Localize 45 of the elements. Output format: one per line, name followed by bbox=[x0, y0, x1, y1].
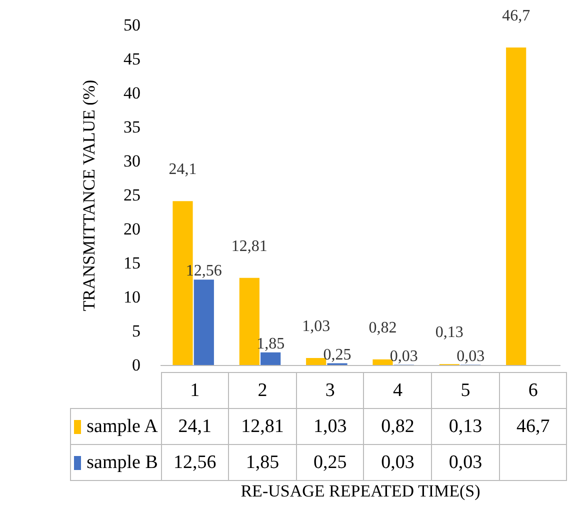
x-tick-label: 3 bbox=[296, 372, 364, 408]
bar bbox=[239, 278, 260, 365]
y-tick-label: 30 bbox=[124, 152, 140, 170]
y-tick-label: 40 bbox=[124, 84, 140, 102]
y-axis-title: TRANSMITTANCE VALUE (%) bbox=[80, 80, 98, 312]
text: 1,03 bbox=[302, 318, 330, 335]
data-label: 12,56 bbox=[161, 444, 229, 480]
text: 12,81 bbox=[231, 238, 268, 255]
text: 0,03 bbox=[390, 348, 418, 365]
data-label: 1,85 bbox=[228, 444, 296, 480]
x-tick-label: 6 bbox=[499, 372, 567, 408]
y-tick-label: 15 bbox=[124, 254, 140, 272]
data-label: 46,7 bbox=[499, 408, 567, 444]
x-tick-label: 5 bbox=[432, 372, 500, 408]
text: 46,7 bbox=[502, 7, 530, 24]
y-tick-label: 10 bbox=[124, 288, 140, 306]
y-tick-label: 20 bbox=[124, 220, 140, 238]
y-tick-label: 5 bbox=[132, 322, 140, 340]
data-label: 24,1 bbox=[161, 408, 229, 444]
data-label: 0,13 bbox=[432, 408, 500, 444]
legend-label: sample A bbox=[70, 408, 161, 444]
bar bbox=[506, 47, 526, 365]
x-axis-title: RE-USAGE REPEATED TIME(S) bbox=[240, 482, 480, 500]
x-tick-label: 2 bbox=[228, 372, 296, 408]
text: 0,13 bbox=[435, 324, 464, 342]
y-tick-label: 45 bbox=[124, 50, 140, 68]
y-tick-label: 50 bbox=[124, 16, 140, 34]
text: 24,1 bbox=[168, 161, 197, 178]
legend-label: sample B bbox=[70, 444, 161, 480]
bar bbox=[194, 280, 214, 365]
y-tick-label: 0 bbox=[132, 356, 140, 374]
data-label: 1,03 bbox=[296, 408, 364, 444]
y-tick-label: 35 bbox=[124, 118, 140, 136]
data-label: 0,03 bbox=[364, 444, 432, 480]
data-label: 0,82 bbox=[364, 408, 432, 444]
x-tick-label: 4 bbox=[364, 372, 432, 408]
x-tick-label: 1 bbox=[161, 372, 229, 408]
bar bbox=[260, 352, 281, 365]
y-tick-label: 25 bbox=[124, 186, 140, 204]
data-label: 0,03 bbox=[432, 444, 500, 480]
text: 0,03 bbox=[456, 348, 485, 365]
text: 0,25 bbox=[323, 346, 352, 364]
text: 0,82 bbox=[368, 319, 397, 336]
data-label: 0,25 bbox=[296, 444, 364, 480]
data-label: 12,81 bbox=[228, 408, 296, 444]
